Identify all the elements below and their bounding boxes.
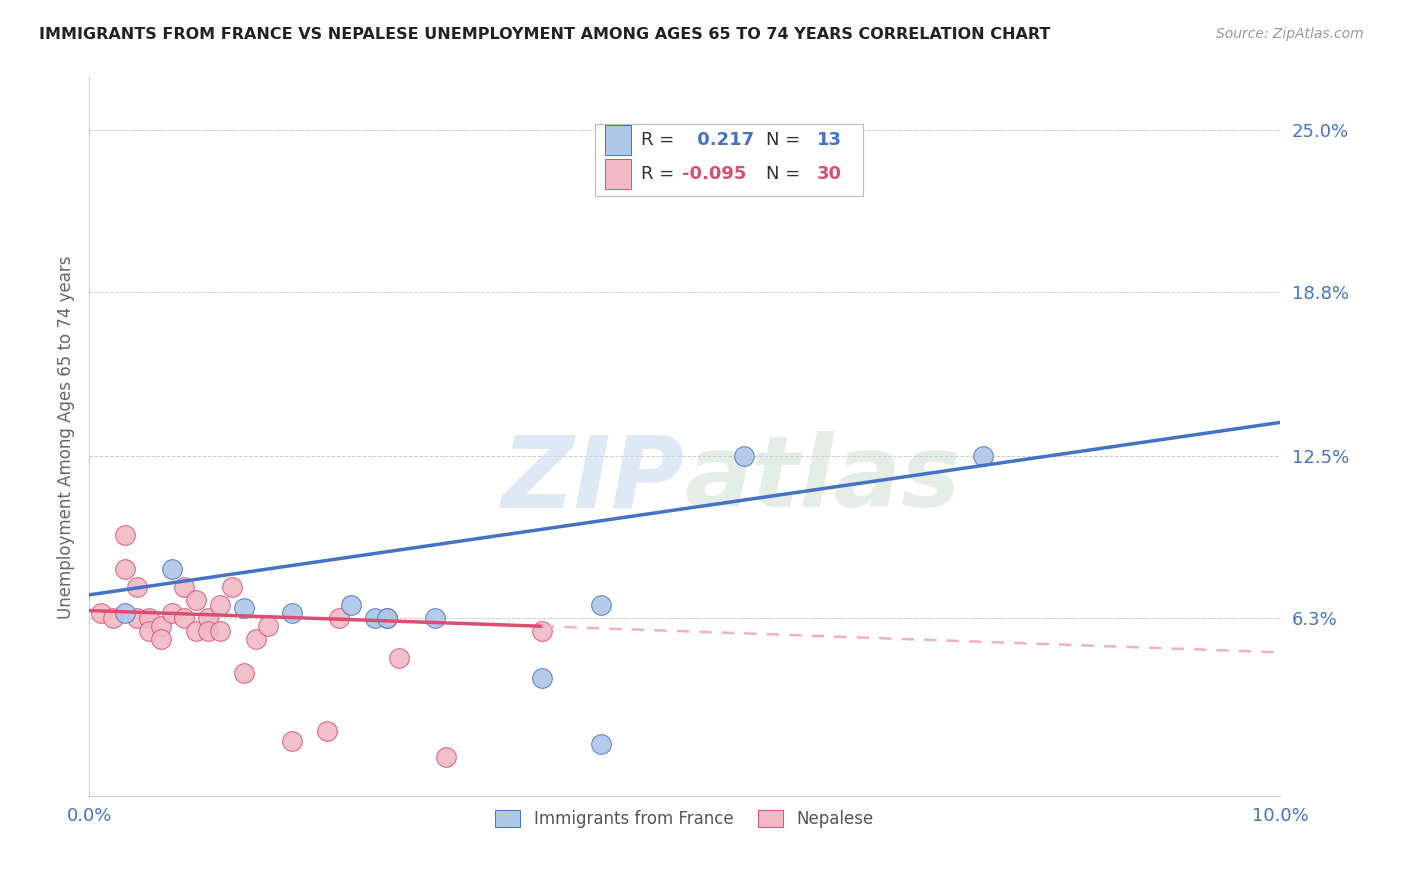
Point	[591, 737, 613, 751]
Text: -0.095: -0.095	[682, 165, 747, 183]
Point	[101, 611, 124, 625]
Point	[209, 599, 232, 613]
Point	[138, 611, 160, 625]
Point	[114, 562, 136, 576]
Point	[125, 580, 148, 594]
Text: R =: R =	[641, 165, 673, 183]
Point	[530, 672, 553, 686]
FancyBboxPatch shape	[605, 125, 631, 155]
Point	[173, 611, 195, 625]
Point	[233, 601, 256, 615]
Text: Source: ZipAtlas.com: Source: ZipAtlas.com	[1216, 27, 1364, 41]
Point	[364, 611, 387, 625]
Point	[340, 599, 363, 613]
Point	[972, 450, 994, 464]
Text: 13: 13	[817, 131, 842, 149]
Point	[173, 580, 195, 594]
Point	[125, 611, 148, 625]
Point	[209, 624, 232, 639]
Point	[591, 599, 613, 613]
Point	[197, 624, 219, 639]
Point	[221, 580, 243, 594]
Point	[90, 606, 112, 620]
FancyBboxPatch shape	[595, 124, 863, 196]
Point	[162, 606, 184, 620]
Text: N =: N =	[766, 131, 800, 149]
Point	[149, 619, 172, 633]
Point	[733, 450, 755, 464]
Point	[245, 632, 267, 647]
Text: ZIP: ZIP	[502, 432, 685, 528]
Point	[530, 624, 553, 639]
Text: R =: R =	[641, 131, 673, 149]
Point	[114, 606, 136, 620]
Text: IMMIGRANTS FROM FRANCE VS NEPALESE UNEMPLOYMENT AMONG AGES 65 TO 74 YEARS CORREL: IMMIGRANTS FROM FRANCE VS NEPALESE UNEMP…	[39, 27, 1050, 42]
Point	[436, 750, 458, 764]
Point	[186, 624, 208, 639]
Point	[186, 593, 208, 607]
Point	[328, 611, 350, 625]
Point	[316, 723, 339, 738]
Point	[162, 562, 184, 576]
Point	[280, 606, 302, 620]
Point	[375, 611, 398, 625]
Point	[197, 611, 219, 625]
Point	[280, 734, 302, 748]
Text: atlas: atlas	[685, 432, 962, 528]
Text: N =: N =	[766, 165, 800, 183]
Point	[149, 632, 172, 647]
Text: 30: 30	[817, 165, 842, 183]
Point	[233, 666, 256, 681]
FancyBboxPatch shape	[605, 159, 631, 189]
Text: 0.217: 0.217	[690, 131, 754, 149]
Point	[256, 619, 278, 633]
Y-axis label: Unemployment Among Ages 65 to 74 years: Unemployment Among Ages 65 to 74 years	[58, 255, 75, 618]
Point	[114, 528, 136, 542]
Point	[138, 624, 160, 639]
Legend: Immigrants from France, Nepalese: Immigrants from France, Nepalese	[489, 803, 880, 835]
Point	[375, 611, 398, 625]
Point	[388, 650, 411, 665]
Point	[423, 611, 446, 625]
